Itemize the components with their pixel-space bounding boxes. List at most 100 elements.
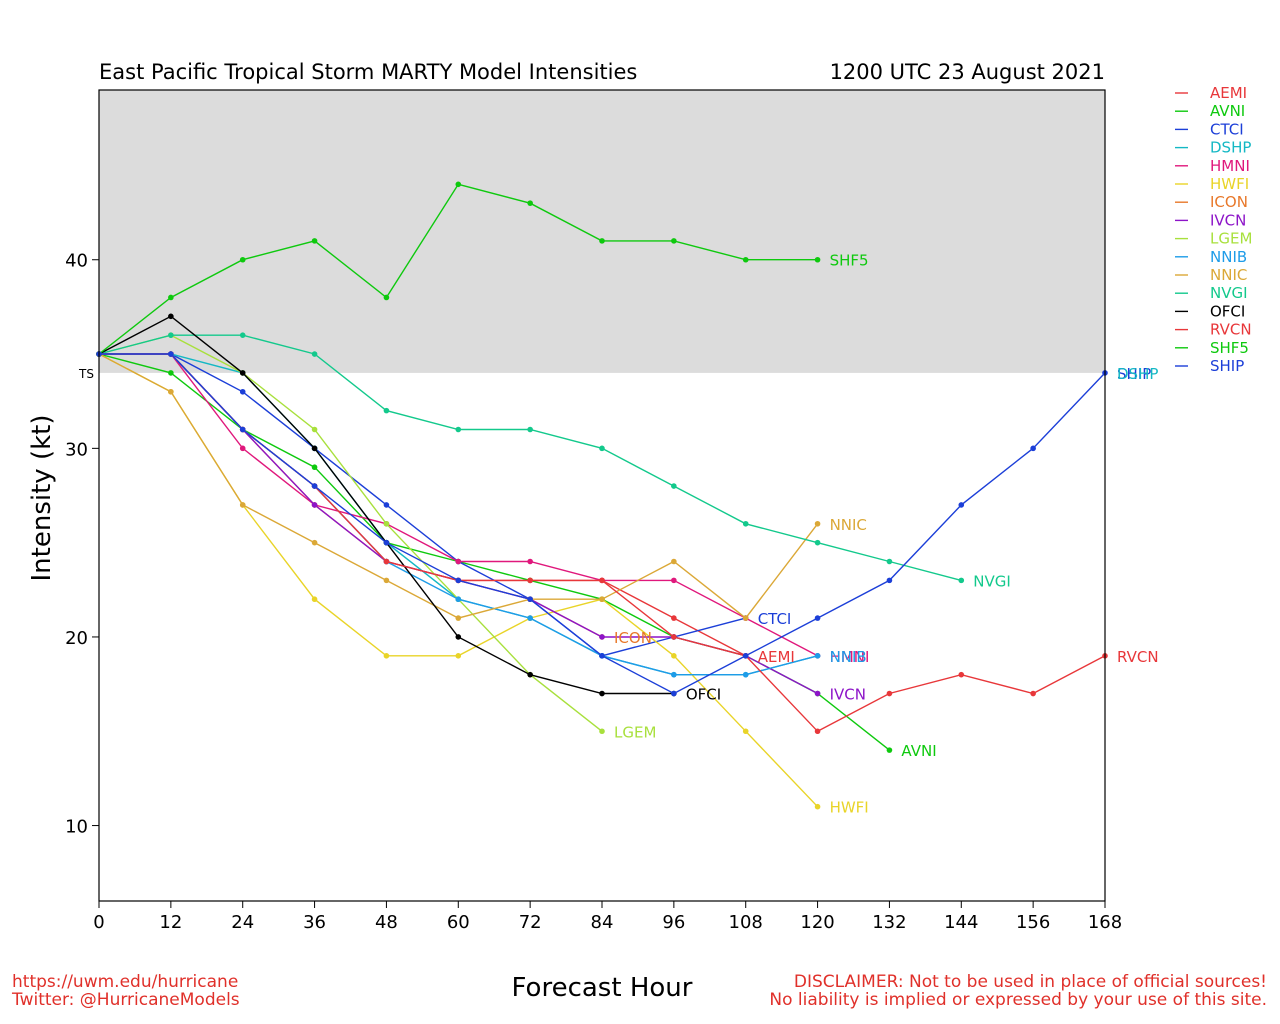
data-point-ctci	[239, 388, 246, 395]
end-label-ivcn: IVCN	[830, 686, 866, 704]
data-point-hwfi	[311, 596, 318, 603]
data-point-ship	[599, 653, 605, 659]
ts-threshold-label: TS	[78, 367, 94, 381]
data-point-nnib	[671, 671, 677, 678]
data-point-nnic	[168, 388, 174, 395]
data-point-ivcn	[599, 634, 605, 640]
data-point-nvgi	[886, 558, 893, 565]
data-point-nvgi	[671, 483, 677, 489]
data-point-nnic	[455, 615, 462, 621]
data-point-ship	[742, 653, 749, 659]
data-point-shf5	[814, 256, 821, 263]
end-label-nvgi: NVGI	[973, 572, 1011, 590]
data-point-nnib	[455, 596, 462, 603]
data-point-nvgi	[599, 445, 605, 452]
legend: AEMIAVNICTCIDSHPHMNIHWFIICONIVCNLGEMNNIB…	[1175, 84, 1252, 375]
x-tick-label: 12	[159, 912, 182, 933]
data-point-rvcn	[814, 728, 821, 735]
data-point-nnic	[671, 558, 677, 565]
x-tick-label: 108	[729, 912, 763, 933]
data-point-rvcn	[527, 577, 533, 584]
data-point-ship	[886, 577, 893, 584]
data-point-ofci	[311, 445, 318, 452]
data-point-nvgi	[742, 520, 749, 527]
data-point-ship	[239, 426, 246, 433]
data-point-hwfi	[742, 728, 749, 735]
data-point-shf5	[455, 181, 462, 188]
tropical-storm-shaded-region	[99, 90, 1105, 373]
x-tick-label: 0	[93, 912, 104, 933]
data-point-lgem	[311, 426, 318, 433]
footer-liability: No liability is implied or expressed by …	[769, 990, 1267, 1010]
data-point-rvcn	[383, 558, 390, 565]
data-point-lgem	[599, 728, 605, 735]
footer-disclaimer: DISCLAIMER: Not to be used in place of o…	[794, 972, 1267, 992]
x-tick-label: 120	[800, 912, 834, 933]
data-point-ship	[671, 690, 677, 697]
legend-entry: NVGI	[1210, 284, 1248, 302]
end-label-lgem: LGEM	[614, 723, 656, 741]
x-tick-label: 144	[944, 912, 978, 933]
end-label-ctci: CTCI	[758, 610, 792, 628]
legend-entry: DSHP	[1210, 139, 1251, 157]
series-line-ctci	[99, 353, 746, 657]
data-point-hwfi	[383, 653, 390, 659]
data-point-ofci	[239, 370, 246, 376]
data-point-ship	[455, 577, 462, 584]
x-tick-label: 156	[1016, 912, 1050, 933]
data-point-aemi	[671, 615, 677, 621]
data-point-rvcn	[599, 577, 605, 584]
end-label-hmni: HMNI	[830, 648, 870, 666]
legend-entry: AEMI	[1210, 84, 1247, 102]
end-labels-layer: AEMI AVNI CTCI HMNI HWFI ICON IVCN LGEM NNIB NNIC…	[614, 252, 1159, 817]
data-point-nnic	[311, 539, 318, 546]
end-label-aemi: AEMI	[758, 648, 795, 666]
data-point-ofci	[455, 634, 462, 640]
footer-url: https://uwm.edu/hurricane	[12, 972, 238, 992]
x-tick-label: 168	[1088, 912, 1122, 933]
data-point-ship	[383, 539, 390, 546]
x-tick-label: 60	[447, 912, 470, 933]
legend-entry: ICON	[1210, 193, 1248, 211]
data-point-nnib	[742, 671, 749, 678]
data-point-nvgi	[383, 407, 390, 414]
data-point-nnic	[814, 520, 821, 527]
x-tick-label: 72	[519, 912, 542, 933]
end-label-avni: AVNI	[901, 742, 936, 760]
data-point-nnic	[239, 502, 246, 508]
data-point-rvcn	[958, 671, 965, 678]
end-label-nnib: NNIB	[830, 648, 867, 666]
data-point-nvgi	[527, 426, 533, 433]
legend-entry: RVCN	[1210, 321, 1252, 339]
legend-entry: OFCI	[1210, 302, 1245, 320]
data-point-lgem	[383, 520, 390, 527]
data-point-ivcn	[814, 690, 821, 697]
data-point-nnic	[383, 577, 390, 584]
data-point-shf5	[311, 238, 318, 244]
data-point-ship	[168, 351, 174, 357]
end-label-shf5: SHF5	[830, 252, 869, 270]
data-point-ship	[527, 596, 533, 603]
axes-layer: 0 12 24 36 48 60 72 84 96 108 120 132 144 156 168 10 20 3…	[65, 251, 1122, 933]
series-layer	[96, 181, 1108, 810]
end-label-ofci: OFCI	[686, 686, 721, 704]
end-label-icon: ICON	[614, 629, 652, 647]
legend-entry: SHIP	[1210, 357, 1244, 375]
chart-subtitle: 1200 UTC 23 August 2021	[830, 60, 1105, 84]
data-point-ctci	[383, 502, 390, 508]
data-point-nnib	[527, 615, 533, 621]
data-point-shf5	[599, 238, 605, 244]
legend-entry: AVNI	[1210, 102, 1245, 120]
data-point-hwfi	[814, 803, 821, 810]
x-tick-label: 84	[591, 912, 614, 933]
data-point-ivcn	[311, 502, 318, 508]
x-tick-label: 132	[872, 912, 906, 933]
data-point-nnib	[814, 653, 821, 659]
end-label-rvcn: RVCN	[1117, 648, 1159, 666]
y-tick-label: 20	[65, 628, 88, 649]
x-tick-label: 96	[662, 912, 685, 933]
data-point-shf5	[527, 200, 533, 206]
data-point-ofci	[168, 313, 174, 320]
data-point-ofci	[599, 690, 605, 697]
